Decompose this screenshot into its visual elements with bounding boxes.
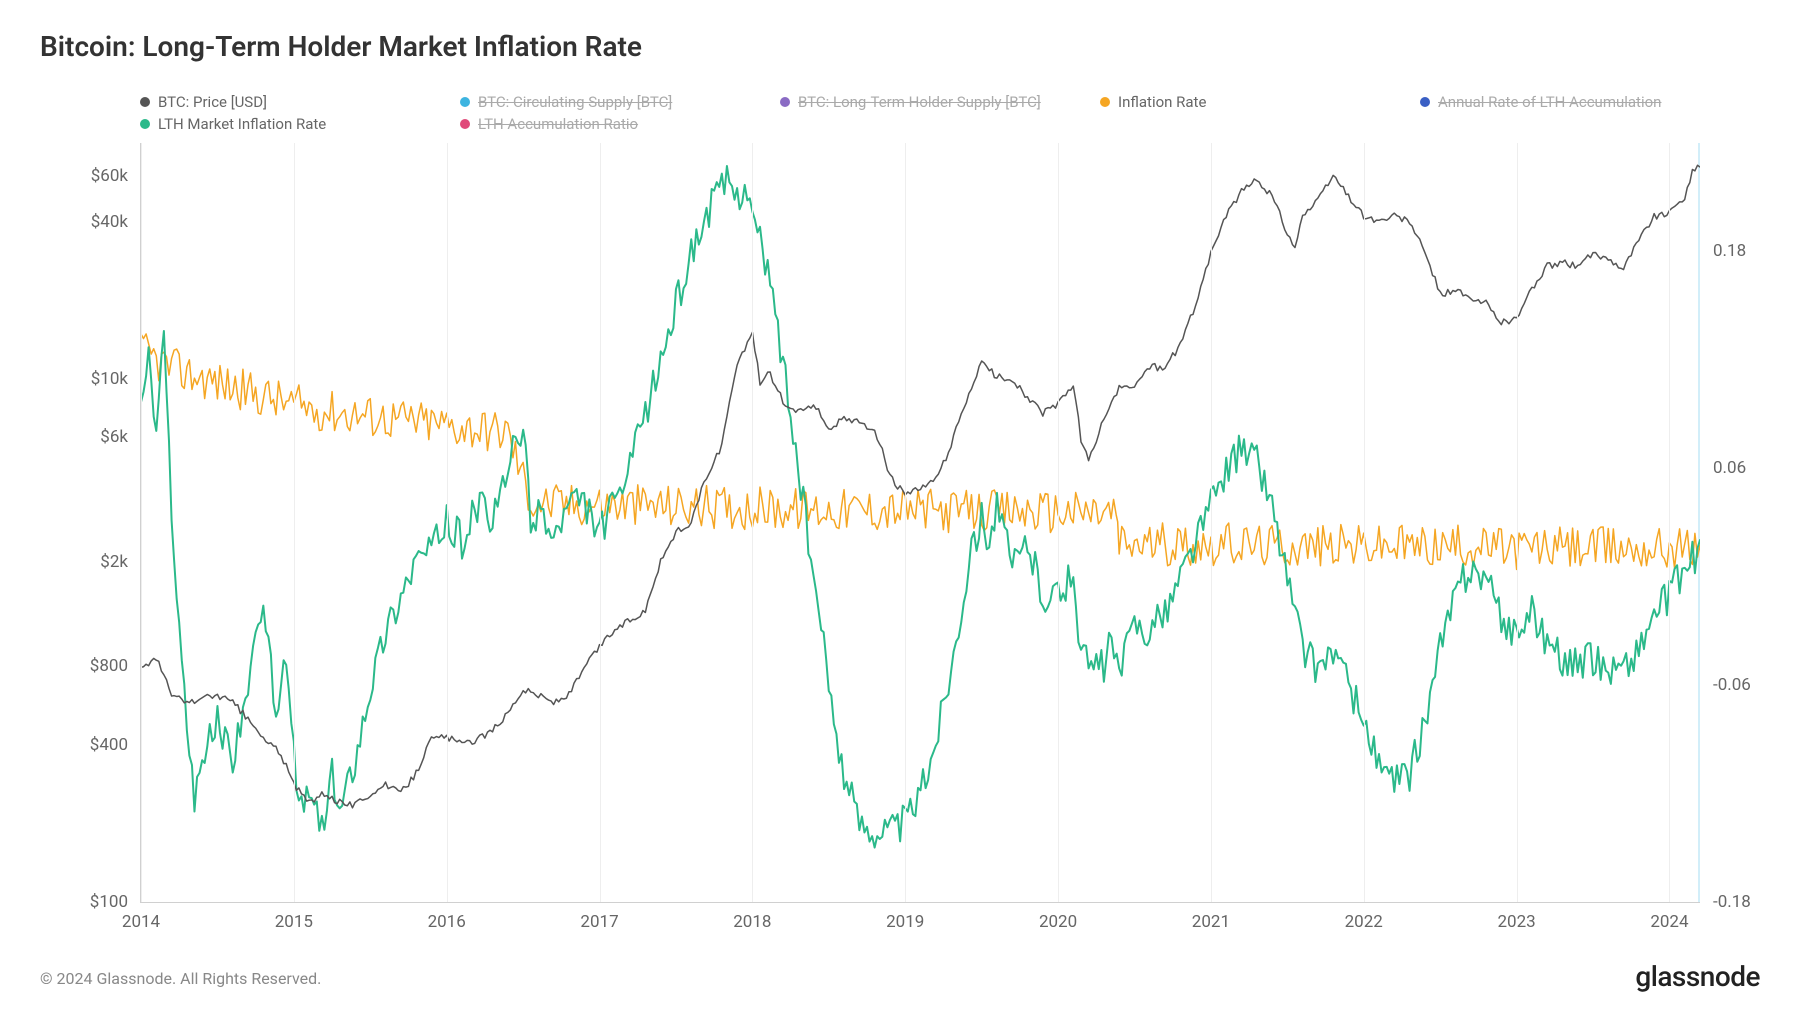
series-lth-market-inflation <box>141 166 1700 848</box>
x-gridline <box>141 143 142 902</box>
y-left-tick-label: $100 <box>90 892 128 912</box>
legend-dot <box>460 97 470 107</box>
legend-label: LTH Accumulation Ratio <box>478 115 638 133</box>
legend-label: Inflation Rate <box>1118 93 1206 111</box>
legend-label: Annual Rate of LTH Accumulation <box>1438 93 1661 111</box>
legend-dot <box>1420 97 1430 107</box>
series-inflation-rate <box>141 334 1700 569</box>
x-tick-label: 2014 <box>122 912 160 932</box>
y-right-tick-label: 0.06 <box>1713 458 1746 478</box>
x-tick-label: 2021 <box>1192 912 1230 932</box>
y-left-tick-label: $800 <box>90 656 128 676</box>
legend-item[interactable]: LTH Accumulation Ratio <box>460 115 780 133</box>
x-tick-label: 2015 <box>275 912 313 932</box>
legend-item[interactable]: BTC: Price [USD] <box>140 93 460 111</box>
series-btc-price <box>141 165 1700 808</box>
plot-area: $100$400$800$2k$6k$10k$40k$60k -0.18-0.0… <box>140 143 1700 903</box>
x-gridline <box>752 143 753 902</box>
footer-copyright: © 2024 Glassnode. All Rights Reserved. <box>40 969 321 988</box>
x-gridline <box>1364 143 1365 902</box>
legend-item[interactable]: Inflation Rate <box>1100 93 1420 111</box>
y-right-tick-label: -0.18 <box>1713 892 1751 912</box>
legend-label: LTH Market Inflation Rate <box>158 115 326 133</box>
legend-label: BTC: Long-Term Holder Supply [BTC] <box>798 93 1041 111</box>
legend-dot <box>460 119 470 129</box>
x-gridline <box>447 143 448 902</box>
y-left-tick-label: $10k <box>91 369 128 389</box>
legend-label: BTC: Price [USD] <box>158 93 267 111</box>
y-left-tick-label: $400 <box>90 735 128 755</box>
y-left-tick-label: $60k <box>91 166 128 186</box>
y-right-tick-label: 0.18 <box>1713 241 1746 261</box>
x-gridline <box>905 143 906 902</box>
y-left-tick-label: $40k <box>91 212 128 232</box>
y-axis-right: -0.18-0.060.060.18 <box>1705 143 1760 902</box>
x-gridline <box>294 143 295 902</box>
legend-label: BTC: Circulating Supply [BTC] <box>478 93 672 111</box>
x-gridline <box>1517 143 1518 902</box>
x-gridline <box>600 143 601 902</box>
x-axis: 2014201520162017201820192020202120222023… <box>141 907 1700 932</box>
legend-item[interactable]: LTH Market Inflation Rate <box>140 115 460 133</box>
legend-dot <box>140 97 150 107</box>
x-tick-label: 2016 <box>428 912 466 932</box>
y-right-tick-label: -0.06 <box>1713 675 1751 695</box>
legend-item[interactable]: Annual Rate of LTH Accumulation <box>1420 93 1740 111</box>
legend-item[interactable]: BTC: Circulating Supply [BTC] <box>460 93 780 111</box>
legend-dot <box>780 97 790 107</box>
y-axis-left: $100$400$800$2k$6k$10k$40k$60k <box>41 143 136 902</box>
x-tick-label: 2023 <box>1497 912 1535 932</box>
x-tick-label: 2017 <box>580 912 618 932</box>
x-gridline <box>1211 143 1212 902</box>
x-gridline <box>1669 143 1670 902</box>
legend-dot <box>140 119 150 129</box>
y-left-tick-label: $6k <box>100 427 128 447</box>
x-gridline <box>1058 143 1059 902</box>
brand-logo: glassnode <box>1635 960 1760 993</box>
x-tick-label: 2019 <box>886 912 924 932</box>
x-tick-label: 2018 <box>733 912 771 932</box>
legend: BTC: Price [USD] BTC: Circulating Supply … <box>40 93 1760 137</box>
x-tick-label: 2020 <box>1039 912 1077 932</box>
legend-item[interactable]: BTC: Long-Term Holder Supply [BTC] <box>780 93 1100 111</box>
chart-svg <box>141 143 1700 902</box>
x-tick-label: 2022 <box>1345 912 1383 932</box>
x-tick-label: 2024 <box>1650 912 1688 932</box>
legend-dot <box>1100 97 1110 107</box>
chart-title: Bitcoin: Long-Term Holder Market Inflati… <box>40 30 1760 63</box>
y-left-tick-label: $2k <box>100 552 128 572</box>
